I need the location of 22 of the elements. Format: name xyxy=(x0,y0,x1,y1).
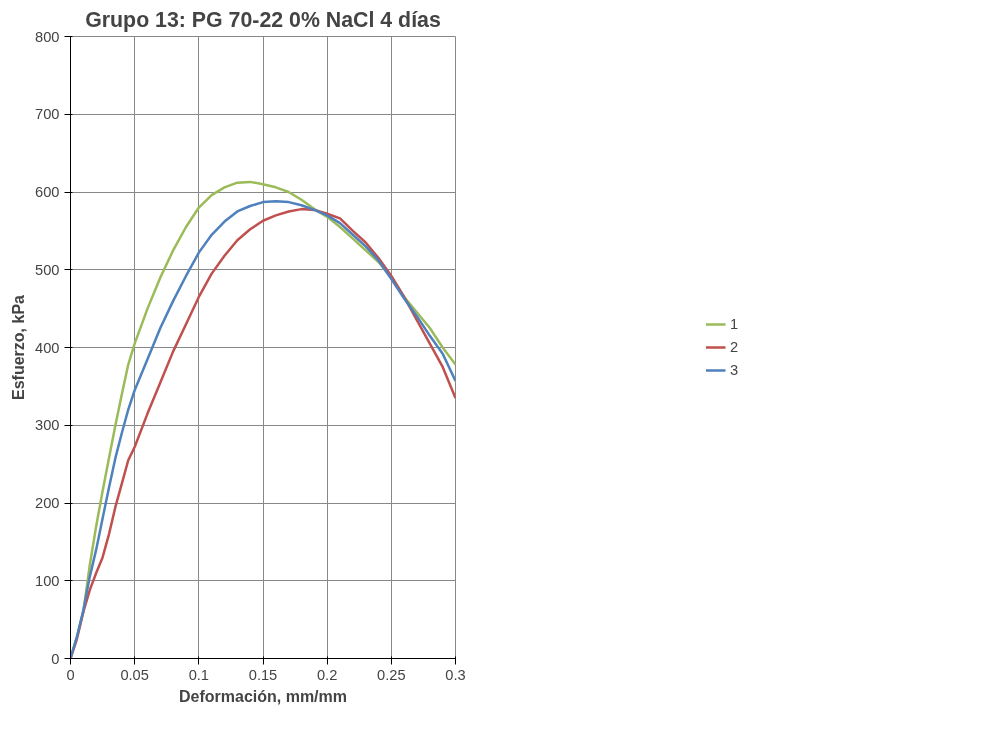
y-tick-label: 100 xyxy=(35,572,60,589)
x-tick-label: 0.25 xyxy=(377,666,406,683)
y-axis-title: Esfuerzo, kPa xyxy=(10,294,28,400)
x-tick-label: 0.15 xyxy=(248,666,278,683)
x-tick-label: 0.2 xyxy=(316,666,338,683)
y-tick-label: 200 xyxy=(35,495,60,511)
y-tick-label: 700 xyxy=(35,106,60,123)
y-tick-label: 300 xyxy=(35,417,60,434)
x-tick-label: 0.05 xyxy=(120,666,149,683)
x-tick-label: 0.3 xyxy=(445,666,466,683)
x-axis-title: Deformación, mm/mm xyxy=(178,687,348,705)
y-tick-label: 400 xyxy=(35,339,60,356)
chart-title: Grupo 13: PG 70-22 0% NaCl 4 días xyxy=(85,7,441,32)
y-tick-label: 0 xyxy=(51,650,60,667)
legend-label: 3 xyxy=(730,362,740,378)
x-tick-label: 0 xyxy=(66,666,75,683)
legend-label: 1 xyxy=(730,316,740,332)
y-tick-label: 800 xyxy=(35,28,60,45)
y-tick-label: 600 xyxy=(35,184,60,200)
legend-label: 2 xyxy=(730,339,740,355)
x-tick-label: 0.1 xyxy=(188,666,210,683)
y-tick-label: 500 xyxy=(35,261,60,278)
